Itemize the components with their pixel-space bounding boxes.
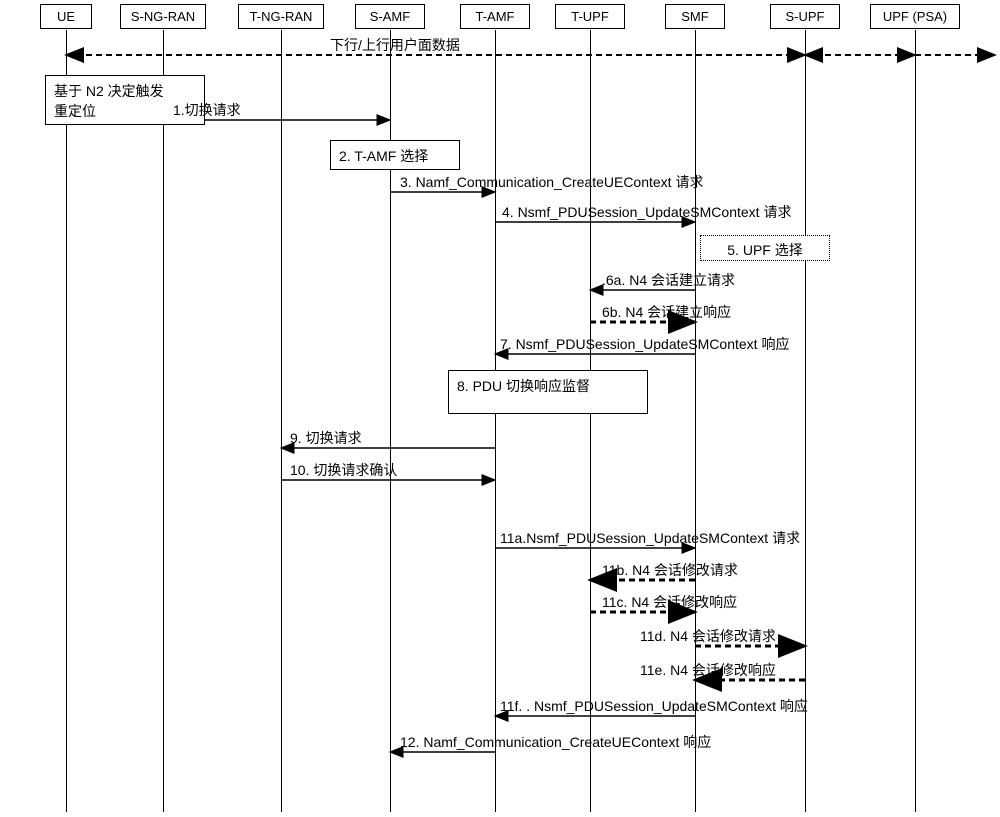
actor-label: T-UPF: [571, 9, 609, 24]
msg-m11b-label: 11b. N4 会话修改请求: [602, 560, 738, 580]
note-line: 8. PDU 切换响应监督: [457, 378, 590, 394]
msg-m1-label: 1.切换请求: [173, 100, 241, 120]
actor-label: SMF: [681, 9, 708, 24]
note-pduwatch: 8. PDU 切换响应监督: [448, 370, 648, 414]
note-tamfsel: 2. T-AMF 选择: [330, 140, 460, 170]
msg-m6b-label: 6b. N4 会话建立响应: [602, 302, 731, 322]
lifeline-upfpsa: [915, 30, 916, 812]
actor-label: UPF (PSA): [883, 9, 947, 24]
note-upfsel: 5. UPF 选择: [700, 235, 830, 261]
actor-sngran: S-NG-RAN: [120, 4, 206, 29]
actor-label: S-AMF: [370, 9, 410, 24]
actor-upfpsa: UPF (PSA): [870, 4, 960, 29]
actor-tamf: T-AMF: [460, 4, 530, 29]
lifeline-smf: [695, 30, 696, 812]
note-line: 重定位: [54, 103, 96, 119]
msg-m10-label: 10. 切换请求确认: [290, 460, 397, 480]
msg-m9-label: 9. 切换请求: [290, 428, 362, 448]
actor-samf: S-AMF: [355, 4, 425, 29]
actor-label: T-NG-RAN: [250, 9, 313, 24]
msg-m11d-label: 11d. N4 会话修改请求: [640, 626, 776, 646]
sequence-diagram: UE S-NG-RAN T-NG-RAN S-AMF T-AMF T-UPF SMF S-UP…: [0, 0, 1000, 817]
msg-m11f-label: 11f. . Nsmf_PDUSession_UpdateSMContext 响…: [500, 696, 808, 716]
msg-m11c-label: 11c. N4 会话修改响应: [602, 592, 737, 612]
lifeline-tamf: [495, 30, 496, 812]
lifeline-tupf: [590, 30, 591, 812]
actor-smf: SMF: [665, 4, 725, 29]
msg-m12-label: 12. Namf_Communication_CreateUEContext 响…: [400, 732, 711, 752]
lifeline-tngran: [281, 30, 282, 812]
actor-label: T-AMF: [476, 9, 515, 24]
msg-m3-label: 3. Namf_Communication_CreateUEContext 请求: [400, 172, 703, 192]
actor-ue: UE: [40, 4, 92, 29]
lifeline-sngran: [163, 30, 164, 812]
msg-m11a-label: 11a.Nsmf_PDUSession_UpdateSMContext 请求: [500, 528, 800, 548]
note-line: 2. T-AMF 选择: [339, 148, 428, 164]
actor-label: S-NG-RAN: [131, 9, 195, 24]
msg-m4-label: 4. Nsmf_PDUSession_UpdateSMContext 请求: [502, 202, 791, 222]
msg-m11e-label: 11e. N4 会话修改响应: [640, 660, 776, 680]
actor-label: S-UPF: [786, 9, 825, 24]
top-flow-label: 下行/上行用户面数据: [330, 35, 460, 55]
lifeline-ue: [66, 30, 67, 812]
note-line: 5. UPF 选择: [727, 242, 802, 258]
actor-label: UE: [57, 9, 75, 24]
actor-tngran: T-NG-RAN: [238, 4, 324, 29]
actor-supf: S-UPF: [770, 4, 840, 29]
lifeline-supf: [805, 30, 806, 812]
actor-tupf: T-UPF: [555, 4, 625, 29]
msg-m6a-label: .6a. N4 会话建立请求: [602, 270, 735, 290]
note-line: 基于 N2 决定触发: [54, 83, 164, 99]
msg-m7-label: 7. Nsmf_PDUSession_UpdateSMContext 响应: [500, 334, 789, 354]
